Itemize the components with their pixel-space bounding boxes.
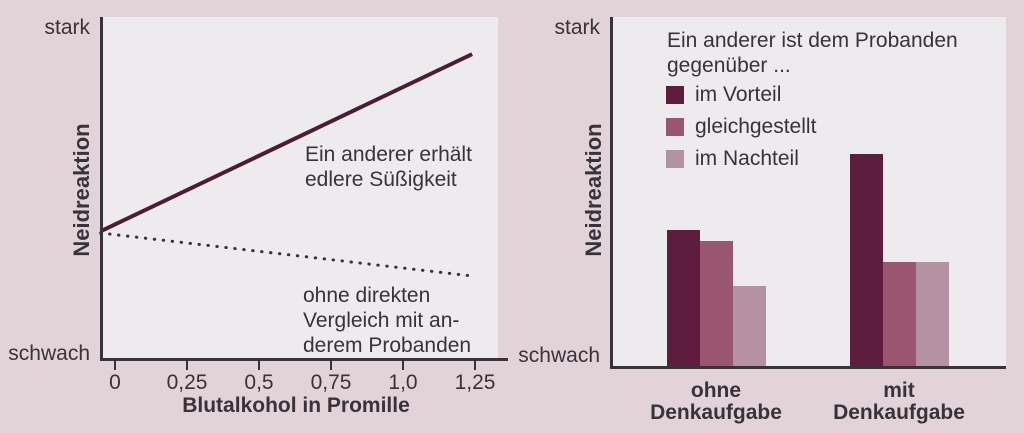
dotted-line-annotation: ohne direkten Vergleich mit an- derem Pr…: [303, 284, 472, 357]
x-tick-label: 1,0: [388, 371, 418, 394]
legend-title: Ein anderer ist dem Probanden gegenüber …: [667, 29, 958, 77]
bar-im-vorteil-0: [666, 230, 700, 366]
left-y-axis-title: Neidreaktion: [69, 123, 94, 257]
x-tick-mark: [330, 361, 332, 370]
x-tick-mark: [474, 361, 476, 370]
x-tick-label: 1,25: [454, 371, 496, 394]
x-tick-mark: [258, 361, 260, 370]
bar-im-vorteil-1: [849, 154, 883, 366]
legend-label: im Vorteil: [695, 83, 782, 106]
legend-item: gleichgestellt: [666, 116, 816, 138]
legend-item: im Nachteil: [666, 148, 799, 170]
bar-gleichgestellt-0: [699, 241, 733, 366]
legend-label: im Nachteil: [695, 147, 799, 170]
right-y-axis-title: Neidreaktion: [581, 123, 606, 257]
bar-im-nachteil-0: [732, 286, 766, 366]
left-x-axis-title: Blutalkohol in Promille: [182, 394, 410, 417]
legend-swatch: [666, 86, 684, 104]
bar-gleichgestellt-1: [882, 262, 916, 366]
x-tick-label: 0: [109, 371, 121, 394]
left-y-max-label: stark: [44, 16, 90, 39]
legend-swatch: [666, 118, 684, 136]
solid-line-annotation: Ein anderer erhält edlere Süßigkeit: [305, 143, 472, 191]
right-y-min-label: schwach: [518, 344, 600, 367]
x-tick-mark: [402, 361, 404, 370]
legend-swatch: [666, 150, 684, 168]
x-tick-mark: [186, 361, 188, 370]
category-label: ohne Denkaufgabe: [650, 379, 782, 424]
left-y-min-label: schwach: [8, 342, 90, 365]
right-x-axis: [610, 366, 1006, 369]
right-y-max-label: stark: [554, 16, 600, 39]
x-tick-mark: [114, 361, 116, 370]
x-tick-label: 0,25: [166, 371, 208, 394]
legend-label: gleichgestellt: [695, 115, 817, 138]
right-y-axis: [610, 17, 613, 369]
x-tick-label: 0,5: [244, 371, 274, 394]
legend-item: im Vorteil: [666, 84, 781, 106]
left-y-axis: [100, 17, 103, 361]
left-x-axis: [100, 358, 508, 361]
x-tick-label: 0,75: [310, 371, 352, 394]
bar-im-nachteil-1: [915, 262, 949, 366]
category-label: mit Denkaufgabe: [833, 379, 965, 424]
